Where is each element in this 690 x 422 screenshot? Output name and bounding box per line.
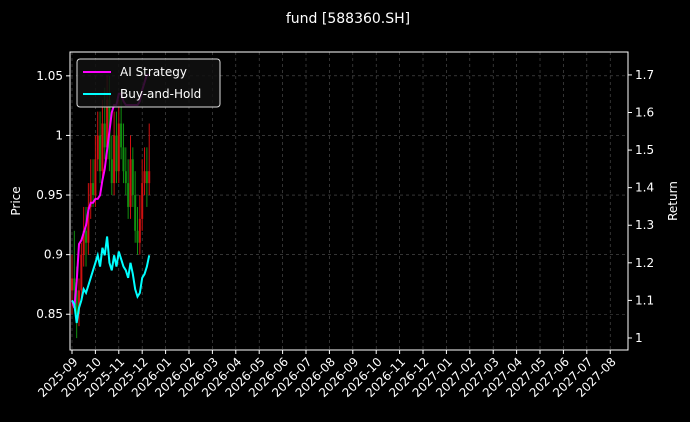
legend-box (76, 58, 221, 108)
y-tick-label: 0.95 (36, 188, 63, 202)
candle-body (75, 290, 78, 315)
candle-body (85, 230, 88, 243)
legend-label: Buy-and-Hold (120, 87, 201, 101)
candle-body (92, 183, 95, 196)
candle-body (103, 123, 106, 148)
plot-frame (69, 51, 629, 351)
candle-body (138, 218, 141, 243)
y2-tick-label: 1.3 (635, 218, 654, 232)
candle-body (129, 159, 132, 207)
candle-body (80, 254, 83, 291)
candle-body (89, 183, 92, 207)
candle-body (78, 290, 81, 315)
y-axis-label: Price (9, 186, 23, 215)
chart-title: fund [588360.SH] (286, 11, 410, 27)
y2-tick-label: 1.1 (635, 293, 654, 307)
candle-body (87, 206, 90, 243)
line-series (71, 73, 150, 309)
candle-body (70, 278, 73, 291)
candle-body (82, 230, 85, 255)
y-tick-label: 1 (55, 128, 63, 142)
line-series (71, 236, 151, 324)
y2-tick-label: 1 (635, 331, 643, 345)
candle-body (148, 171, 151, 184)
candle-body (141, 183, 144, 219)
candle-body (143, 171, 146, 184)
candle-body (131, 159, 134, 196)
candle-body (145, 171, 148, 184)
candle-body (124, 171, 127, 184)
candle-body (96, 135, 99, 160)
y2-tick-label: 1.4 (635, 181, 654, 195)
legend-label: AI Strategy (120, 65, 187, 79)
candle-body (115, 135, 118, 172)
candle-body (136, 230, 139, 243)
candle-body (117, 123, 120, 172)
y-tick-label: 0.9 (44, 248, 63, 262)
y2-tick-label: 1.2 (635, 256, 654, 270)
candle-body (106, 99, 109, 148)
y-tick-label: 1.05 (36, 69, 63, 83)
y2-axis-label: Return (666, 181, 680, 221)
candle-body (134, 195, 137, 231)
candle-body (101, 123, 104, 172)
y2-tick-label: 1.6 (635, 106, 654, 120)
y2-tick-label: 1.7 (635, 68, 654, 82)
candle-body (110, 159, 113, 184)
candle-body (122, 147, 125, 172)
candle-body (127, 183, 130, 207)
candle-body (94, 159, 97, 196)
y2-tick-label: 1.5 (635, 143, 654, 157)
candle-body (113, 135, 116, 184)
y-tick-label: 0.85 (36, 307, 63, 321)
candle-body (120, 123, 123, 148)
candle-body (99, 135, 102, 172)
candle-body (73, 278, 76, 291)
